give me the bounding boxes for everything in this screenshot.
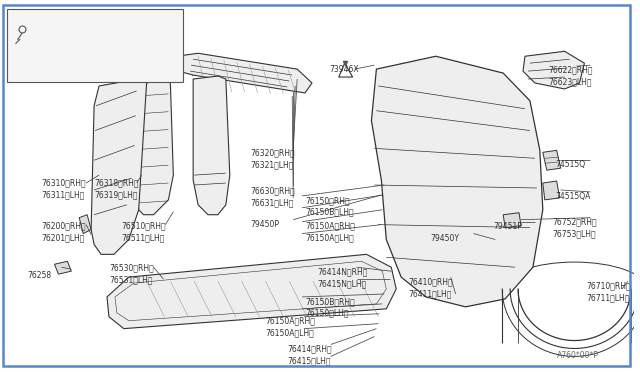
Polygon shape <box>503 213 521 228</box>
Polygon shape <box>371 56 543 307</box>
Text: 76150A〈RH〉: 76150A〈RH〉 <box>266 317 316 326</box>
Text: 76753〈LH〉: 76753〈LH〉 <box>553 230 596 238</box>
Text: 76200〈RH〉: 76200〈RH〉 <box>42 222 86 231</box>
FancyBboxPatch shape <box>456 221 490 234</box>
Text: 76415N〈LH〉: 76415N〈LH〉 <box>317 279 366 288</box>
Circle shape <box>153 153 158 158</box>
Polygon shape <box>91 79 147 254</box>
Text: 76410〈RH〉: 76410〈RH〉 <box>408 277 452 286</box>
Text: 76150B〈RH〉: 76150B〈RH〉 <box>305 297 355 306</box>
Polygon shape <box>54 261 71 274</box>
Text: 76630〈RH〉: 76630〈RH〉 <box>251 186 295 195</box>
Text: 76711〈LH〉: 76711〈LH〉 <box>586 293 630 302</box>
FancyBboxPatch shape <box>198 129 223 144</box>
Text: 76414〈RH〉: 76414〈RH〉 <box>287 344 332 353</box>
FancyBboxPatch shape <box>198 101 223 117</box>
Text: 76320〈RH〉: 76320〈RH〉 <box>251 148 295 157</box>
Text: 76510〈RH〉: 76510〈RH〉 <box>121 222 166 231</box>
Text: 76511〈LH〉: 76511〈LH〉 <box>121 234 164 243</box>
FancyBboxPatch shape <box>198 156 223 172</box>
Polygon shape <box>176 53 312 93</box>
Text: 79450P: 79450P <box>251 220 280 229</box>
Text: 76321〈LH〉: 76321〈LH〉 <box>251 160 294 169</box>
Polygon shape <box>523 51 584 89</box>
Text: 76150A〈LH〉: 76150A〈LH〉 <box>305 234 354 243</box>
Polygon shape <box>543 181 559 200</box>
Text: 76258: 76258 <box>28 271 52 280</box>
Polygon shape <box>107 254 396 328</box>
Text: 76411〈LH〉: 76411〈LH〉 <box>408 289 451 298</box>
Text: 79451P: 79451P <box>493 222 522 231</box>
Text: 76311〈LH〉: 76311〈LH〉 <box>42 190 85 199</box>
Text: 76623〈LH〉: 76623〈LH〉 <box>548 77 592 86</box>
FancyBboxPatch shape <box>198 184 223 200</box>
Text: This part is used to connect
the drain hose in the front
pillar: This part is used to connect the drain h… <box>29 20 141 49</box>
Text: 76531〈LH〉: 76531〈LH〉 <box>109 275 152 284</box>
Text: 76310〈RH〉: 76310〈RH〉 <box>42 178 86 187</box>
Text: 76622〈RH〉: 76622〈RH〉 <box>548 65 593 74</box>
FancyBboxPatch shape <box>456 199 490 213</box>
Text: 76201〈LH〉: 76201〈LH〉 <box>42 234 85 243</box>
Text: A760*00*P: A760*00*P <box>557 351 598 360</box>
Text: 76631〈LH〉: 76631〈LH〉 <box>251 198 294 207</box>
Text: 76150B〈LH〉: 76150B〈LH〉 <box>305 208 354 217</box>
Text: 76150A〈LH〉: 76150A〈LH〉 <box>266 328 314 338</box>
Text: 76415〈LH〉: 76415〈LH〉 <box>287 356 331 365</box>
Text: 76414N〈RH〉: 76414N〈RH〉 <box>317 267 367 276</box>
Text: 74515QA: 74515QA <box>556 192 591 201</box>
Text: 76710〈RH〉: 76710〈RH〉 <box>586 281 631 290</box>
FancyBboxPatch shape <box>456 155 490 169</box>
Polygon shape <box>79 215 91 234</box>
Polygon shape <box>137 79 173 215</box>
Text: 76752〈RH〉: 76752〈RH〉 <box>553 218 597 227</box>
Polygon shape <box>193 76 230 215</box>
Text: 73946X: 73946X <box>329 65 358 74</box>
FancyBboxPatch shape <box>456 177 490 191</box>
Text: 74515Q: 74515Q <box>556 160 586 169</box>
Text: 76150〈RH〉: 76150〈RH〉 <box>305 196 349 205</box>
FancyBboxPatch shape <box>7 9 183 82</box>
Text: 76150A〈RH〉: 76150A〈RH〉 <box>305 222 355 231</box>
Text: 76530〈RH〉: 76530〈RH〉 <box>109 263 154 272</box>
Text: 79450Y: 79450Y <box>430 234 459 243</box>
Polygon shape <box>543 150 561 170</box>
Text: 76319〈LH〉: 76319〈LH〉 <box>94 190 138 199</box>
Text: 76318〈RH〉: 76318〈RH〉 <box>94 178 139 187</box>
Text: 76150〈LH〉: 76150〈LH〉 <box>305 309 349 318</box>
Text: 76200H: 76200H <box>12 75 45 84</box>
